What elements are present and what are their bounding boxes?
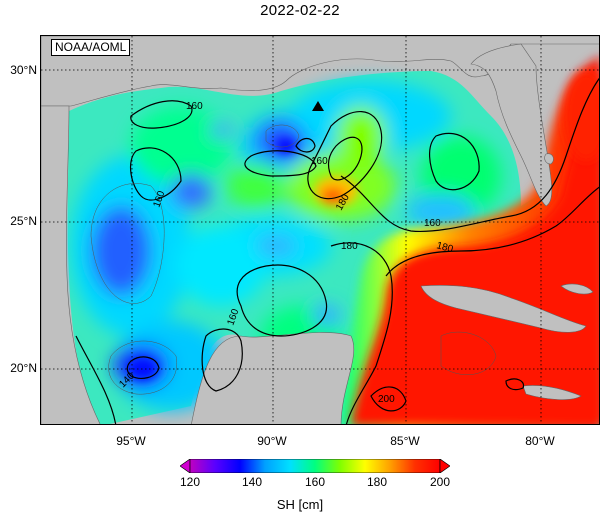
colorbar-low-arrow bbox=[180, 459, 191, 473]
lat-label-30: 30°N bbox=[10, 63, 37, 77]
colorbar-tick: 160 bbox=[304, 475, 326, 489]
colorbar-label: SH [cm] bbox=[276, 497, 324, 512]
colorbar bbox=[180, 459, 450, 473]
contour-label: 180 bbox=[341, 241, 358, 252]
lat-label-25: 25°N bbox=[10, 214, 37, 228]
lon-label-95: 95°W bbox=[116, 434, 146, 448]
land-masses bbox=[41, 36, 599, 424]
contour-label: 180 bbox=[435, 240, 454, 255]
colorbar-tick: 120 bbox=[179, 475, 201, 489]
credit-label: NOAA/AOML bbox=[51, 39, 131, 56]
contour-label: 160 bbox=[186, 101, 203, 112]
lat-label-20: 20°N bbox=[10, 361, 37, 375]
contour-label: 200 bbox=[378, 394, 395, 405]
lon-label-90: 90°W bbox=[257, 434, 287, 448]
triangle-marker bbox=[312, 101, 324, 111]
map-canvas: 160 160 160 160 180 180 180 160 140 200 bbox=[41, 36, 599, 424]
colorbar-high-arrow bbox=[439, 459, 450, 473]
colorbar-tick: 200 bbox=[429, 475, 451, 489]
colorbar-bar bbox=[189, 459, 441, 473]
lon-label-80: 80°W bbox=[525, 434, 555, 448]
colorbar-tick: 140 bbox=[241, 475, 263, 489]
contour-lines bbox=[75, 77, 599, 424]
grid-lines bbox=[41, 36, 599, 424]
contour-label: 160 bbox=[311, 156, 328, 167]
contour-label: 160 bbox=[424, 218, 441, 229]
colorbar-tick: 180 bbox=[366, 475, 388, 489]
sea-height-map: 160 160 160 160 180 180 180 160 140 200 bbox=[40, 35, 600, 425]
map-title: 2022-02-22 bbox=[260, 2, 340, 19]
lon-label-85: 85°W bbox=[390, 434, 420, 448]
